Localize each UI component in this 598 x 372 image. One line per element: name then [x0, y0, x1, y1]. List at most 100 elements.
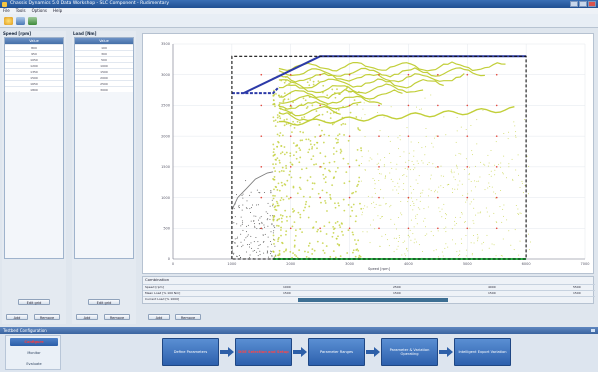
operating-point [289, 124, 292, 127]
load-panel-title: Load [Nm] [73, 31, 97, 36]
operating-point [283, 92, 286, 95]
table-row[interactable]: 1050 [5, 56, 63, 62]
export-icon[interactable] [28, 17, 37, 25]
measurement-point [264, 233, 266, 235]
grid-point [378, 73, 380, 76]
operating-point [276, 189, 279, 191]
maximize-button[interactable] [579, 1, 587, 7]
table-row[interactable]: 300 [75, 50, 133, 56]
measurement-point [240, 241, 242, 243]
chart-remove-button[interactable]: Remove [175, 314, 201, 320]
measurement-point [242, 229, 244, 231]
operating-point [399, 178, 401, 180]
step-doe-selection[interactable]: DOE Selection and Setup [235, 338, 292, 366]
operating-point [385, 175, 387, 177]
table-row[interactable]: 2000 [75, 74, 133, 80]
step-parameter-variation[interactable]: Parameter & Variation Operating [381, 338, 438, 366]
close-button[interactable] [588, 1, 596, 7]
operating-point [502, 238, 504, 240]
side-item-monitor[interactable]: Monitor [27, 351, 41, 355]
operating-point [413, 189, 415, 191]
table-row[interactable]: 100 [75, 44, 133, 50]
step-define-parameters[interactable]: Define Parameters [162, 338, 219, 366]
measurement-point [254, 226, 256, 228]
step-parameter-ranges[interactable]: Parameter Ranges [308, 338, 365, 366]
operating-point [456, 251, 458, 253]
operating-point [424, 97, 426, 99]
measurement-point [256, 228, 258, 230]
operating-point [518, 254, 520, 256]
operating-point [342, 234, 344, 236]
grid-point [348, 196, 351, 199]
operating-point [289, 215, 291, 218]
menu-help[interactable]: Help [53, 8, 63, 13]
speed-edit-grid-button[interactable]: Edit grid [18, 299, 50, 305]
menu-tools[interactable]: Tools [15, 8, 26, 13]
table-row[interactable]: 3000 [75, 86, 133, 92]
table-row[interactable]: 1650 [5, 80, 63, 86]
operating-point [286, 220, 288, 222]
measurement-point [267, 246, 269, 248]
operating-point [338, 224, 341, 227]
operating-point [301, 139, 304, 142]
operating-point [288, 197, 290, 200]
measurement-point [263, 240, 265, 242]
table-row[interactable]: 2500 [75, 80, 133, 86]
side-item-configure[interactable]: Configure [10, 338, 58, 346]
grid-point [319, 196, 321, 199]
load-add-button[interactable]: Add [76, 314, 98, 320]
minimize-button[interactable] [570, 1, 578, 7]
config-bar-toggle-icon[interactable] [591, 329, 595, 332]
table-empty-area [75, 92, 133, 258]
operating-point [364, 169, 366, 171]
operating-point [295, 255, 298, 258]
measurement-point [236, 256, 238, 258]
table-row[interactable]: 1350 [5, 68, 63, 74]
table-row[interactable]: 1000 [75, 62, 133, 68]
operating-point [355, 116, 358, 118]
operating-point [378, 173, 380, 175]
measurement-point [255, 236, 257, 238]
table-row[interactable]: 1800 [5, 86, 63, 92]
speed-add-button[interactable]: Add [6, 314, 28, 320]
operating-point [303, 116, 306, 118]
side-item-evaluate[interactable]: Evaluate [26, 362, 42, 366]
table-row[interactable]: 1500 [5, 74, 63, 80]
table-row[interactable]: 1500 [75, 68, 133, 74]
load-edit-grid-button[interactable]: Edit grid [88, 299, 120, 305]
operating-point [340, 222, 343, 225]
combination-cell: 2500 [393, 285, 401, 289]
load-remove-button[interactable]: Remove [104, 314, 130, 320]
operating-point [342, 122, 345, 125]
save-icon[interactable] [16, 17, 25, 25]
operating-point [351, 231, 354, 234]
operating-point [512, 178, 514, 180]
operating-point [464, 221, 466, 223]
operating-point [463, 169, 465, 171]
operating-point [372, 219, 374, 221]
open-icon[interactable] [4, 17, 13, 25]
grid-point [378, 135, 380, 137]
grid-point [319, 104, 321, 107]
operating-point [445, 226, 447, 228]
combination-selection-bar[interactable] [298, 298, 448, 302]
menu-options[interactable]: Options [31, 8, 47, 13]
table-row[interactable]: 800 [5, 44, 63, 50]
chart-add-button[interactable]: Add [148, 314, 170, 320]
measurement-point [247, 234, 249, 236]
operating-point [410, 197, 412, 199]
operating-point [334, 170, 337, 173]
table-row[interactable]: 1200 [5, 62, 63, 68]
table-row[interactable]: 950 [5, 50, 63, 56]
menu-file[interactable]: File [3, 8, 10, 13]
operating-point [517, 212, 519, 214]
chart-canvas[interactable]: 0 1000 2000 3000 4000 5000 6000 7000 0 500 1000 150… [143, 34, 595, 275]
step-intelligent-export[interactable]: Intelligent Export Variation [454, 338, 511, 366]
measurement-point [262, 241, 264, 243]
operating-point [333, 202, 336, 205]
operating-point [280, 197, 283, 199]
operating-point [391, 167, 393, 169]
table-row[interactable]: 500 [75, 56, 133, 62]
measurement-point [238, 206, 240, 208]
speed-remove-button[interactable]: Remove [34, 314, 60, 320]
